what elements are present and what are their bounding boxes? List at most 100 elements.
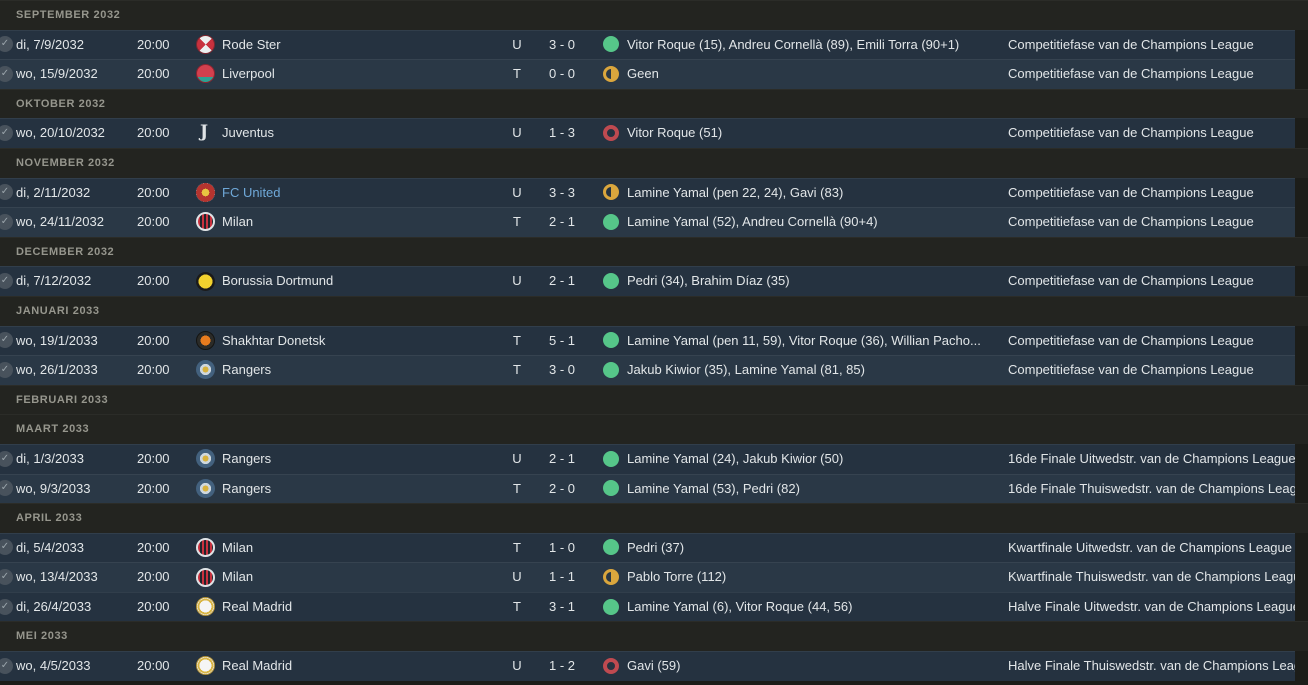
month-header: MAART 2033 [0,414,1308,444]
venue-indicator: T [513,214,521,230]
venue-indicator: T [513,480,521,496]
club-name[interactable]: Milan [222,214,254,230]
club-name[interactable]: Rangers [222,450,272,466]
fixture-date: di, 1/3/2033 [16,450,84,466]
venue-indicator: U [512,450,522,466]
club-name[interactable]: Juventus [222,125,275,141]
played-check-icon: ✓ [0,36,13,53]
fixture-date: wo, 13/4/2033 [16,569,98,585]
fixture-row[interactable]: ✓ wo, 9/3/2033 20:00 Rangers T 2 - 0 Lam… [0,473,1295,504]
fixture-time: 20:00 [137,332,170,348]
win-result-icon [603,36,619,53]
month-header: NOVEMBER 2032 [0,147,1308,178]
venue-indicator: T [513,362,521,378]
month-label: SEPTEMBER 2032 [16,8,121,21]
fixture-date: di, 7/12/2032 [16,273,92,289]
fixture-row[interactable]: ✓ wo, 4/5/2033 20:00 Real Madrid U 1 - 2… [0,651,1295,681]
liverpool-badge-icon [196,64,215,84]
goalscorers: Lamine Yamal (pen 22, 24), Gavi (83) [627,184,844,200]
club-name[interactable]: Rangers [222,480,272,496]
month-label: DECEMBER 2032 [16,245,115,258]
score: 5 - 1 [548,332,575,348]
fixture-time: 20:00 [137,450,170,466]
fixture-date: wo, 4/5/2033 [16,658,91,674]
competition-name: Competitiefase van de Champions League [1008,125,1254,141]
fixture-date: di, 26/4/2033 [16,598,92,614]
goalscorers: Lamine Yamal (24), Jakub Kiwior (50) [627,450,844,466]
played-check-icon: ✓ [0,657,13,674]
month-header: MEI 2033 [0,621,1308,652]
goalscorers: Geen [627,66,659,82]
club-name[interactable]: Liverpool [222,66,275,82]
fixture-row[interactable]: ✓ di, 7/9/2032 20:00 Rode Ster U 3 - 0 V… [0,29,1295,60]
loss-result-icon [603,125,619,142]
rangers-badge-icon [196,449,215,469]
fixture-date: wo, 19/1/2033 [16,332,98,348]
competition-name: Competitiefase van de Champions League [1008,214,1254,230]
club-name[interactable]: Real Madrid [222,658,293,674]
club-name[interactable]: Rode Ster [222,36,281,52]
venue-indicator: U [512,273,522,289]
fixture-row[interactable]: ✓ wo, 20/10/2032 20:00 Juventus U 1 - 3 … [0,118,1295,148]
fixture-row[interactable]: ✓ di, 5/4/2033 20:00 Milan T 1 - 0 Pedri… [0,532,1295,563]
club-name[interactable]: Borussia Dortmund [222,273,334,289]
club-name[interactable]: Real Madrid [222,598,293,614]
win-result-icon [603,598,619,615]
fixture-row[interactable]: ✓ wo, 13/4/2033 20:00 Milan U 1 - 1 Pabl… [0,562,1295,592]
fixture-row[interactable]: ✓ wo, 15/9/2032 20:00 Liverpool T 0 - 0 … [0,59,1295,89]
club-name[interactable]: Rangers [222,362,272,378]
venue-indicator: T [513,539,521,555]
played-check-icon: ✓ [0,539,13,556]
fixture-date: wo, 15/9/2032 [16,66,98,82]
played-check-icon: ✓ [0,598,13,615]
competition-name: Halve Finale Uitwedstr. van de Champions… [1008,598,1295,614]
venue-indicator: U [512,125,522,141]
score: 2 - 1 [548,214,575,230]
shakhtar-badge-icon [196,330,215,350]
fixture-row[interactable]: ✓ di, 7/12/2032 20:00 Borussia Dortmund … [0,266,1295,296]
played-check-icon: ✓ [0,65,13,82]
fixture-time: 20:00 [137,569,170,585]
goalscorers: Lamine Yamal (52), Andreu Cornellà (90+4… [627,214,878,230]
rangers-badge-icon [196,478,215,498]
played-check-icon: ✓ [0,184,13,201]
fc-united-badge-icon [196,182,215,202]
competition-name: Competitiefase van de Champions League [1008,36,1254,52]
fixture-row[interactable]: ✓ wo, 26/1/2033 20:00 Rangers T 3 - 0 Ja… [0,355,1295,385]
fixture-time: 20:00 [137,214,170,230]
venue-indicator: U [512,184,522,200]
score: 3 - 1 [548,598,575,614]
score: 3 - 0 [548,362,575,378]
fixture-row[interactable]: ✓ di, 26/4/2033 20:00 Real Madrid T 3 - … [0,591,1295,622]
club-name[interactable]: Milan [222,569,254,585]
month-label: APRIL 2033 [16,511,83,524]
played-check-icon: ✓ [0,125,13,142]
fixture-time: 20:00 [137,539,170,555]
score: 1 - 2 [548,658,575,674]
fixture-row[interactable]: ✓ wo, 24/11/2032 20:00 Milan T 2 - 1 Lam… [0,207,1295,237]
venue-indicator: T [513,66,521,82]
score: 1 - 1 [548,569,575,585]
draw-result-icon [603,65,619,82]
win-result-icon [603,213,619,230]
fixture-row[interactable]: ✓ di, 2/11/2032 20:00 FC United U 3 - 3 … [0,177,1295,208]
fixture-time: 20:00 [137,66,170,82]
month-header: APRIL 2033 [0,503,1308,533]
venue-indicator: T [513,332,521,348]
fixture-time: 20:00 [137,362,170,378]
month-label: MAART 2033 [16,423,90,436]
goalscorers: Pedri (37) [627,539,685,555]
dortmund-badge-icon [196,271,215,291]
competition-name: Kwartfinale Uitwedstr. van de Champions … [1008,539,1292,555]
club-name[interactable]: Shakhtar Donetsk [222,332,326,348]
club-name[interactable]: Milan [222,539,254,555]
fixture-date: di, 2/11/2032 [16,184,91,200]
club-name[interactable]: FC United [222,184,281,200]
month-label: JANUARI 2033 [16,304,100,317]
fixture-time: 20:00 [137,36,170,52]
fixture-row[interactable]: ✓ wo, 19/1/2033 20:00 Shakhtar Donetsk T… [0,325,1295,356]
fixture-row[interactable]: ✓ di, 1/3/2033 20:00 Rangers U 2 - 1 Lam… [0,443,1295,474]
score: 3 - 3 [548,184,575,200]
month-header: FEBRUARI 2033 [0,384,1308,415]
